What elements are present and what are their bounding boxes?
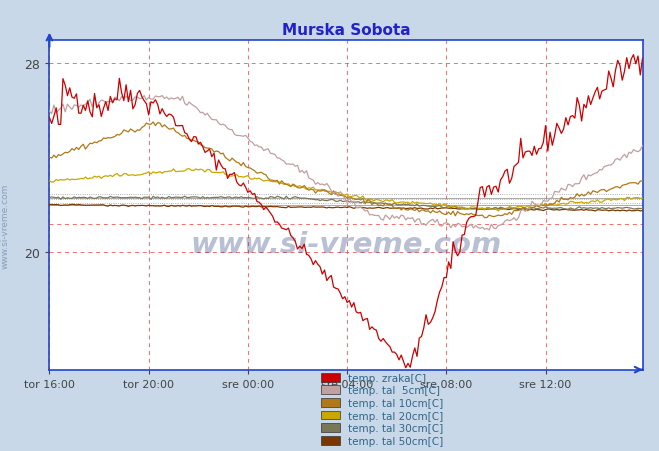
Text: www.si-vreme.com: www.si-vreme.com	[1, 183, 10, 268]
Legend: temp. zraka[C], temp. tal  5cm[C], temp. tal 10cm[C], temp. tal 20cm[C], temp. t: temp. zraka[C], temp. tal 5cm[C], temp. …	[321, 373, 444, 446]
Text: www.si-vreme.com: www.si-vreme.com	[190, 231, 501, 259]
Title: Murska Sobota: Murska Sobota	[281, 23, 411, 38]
